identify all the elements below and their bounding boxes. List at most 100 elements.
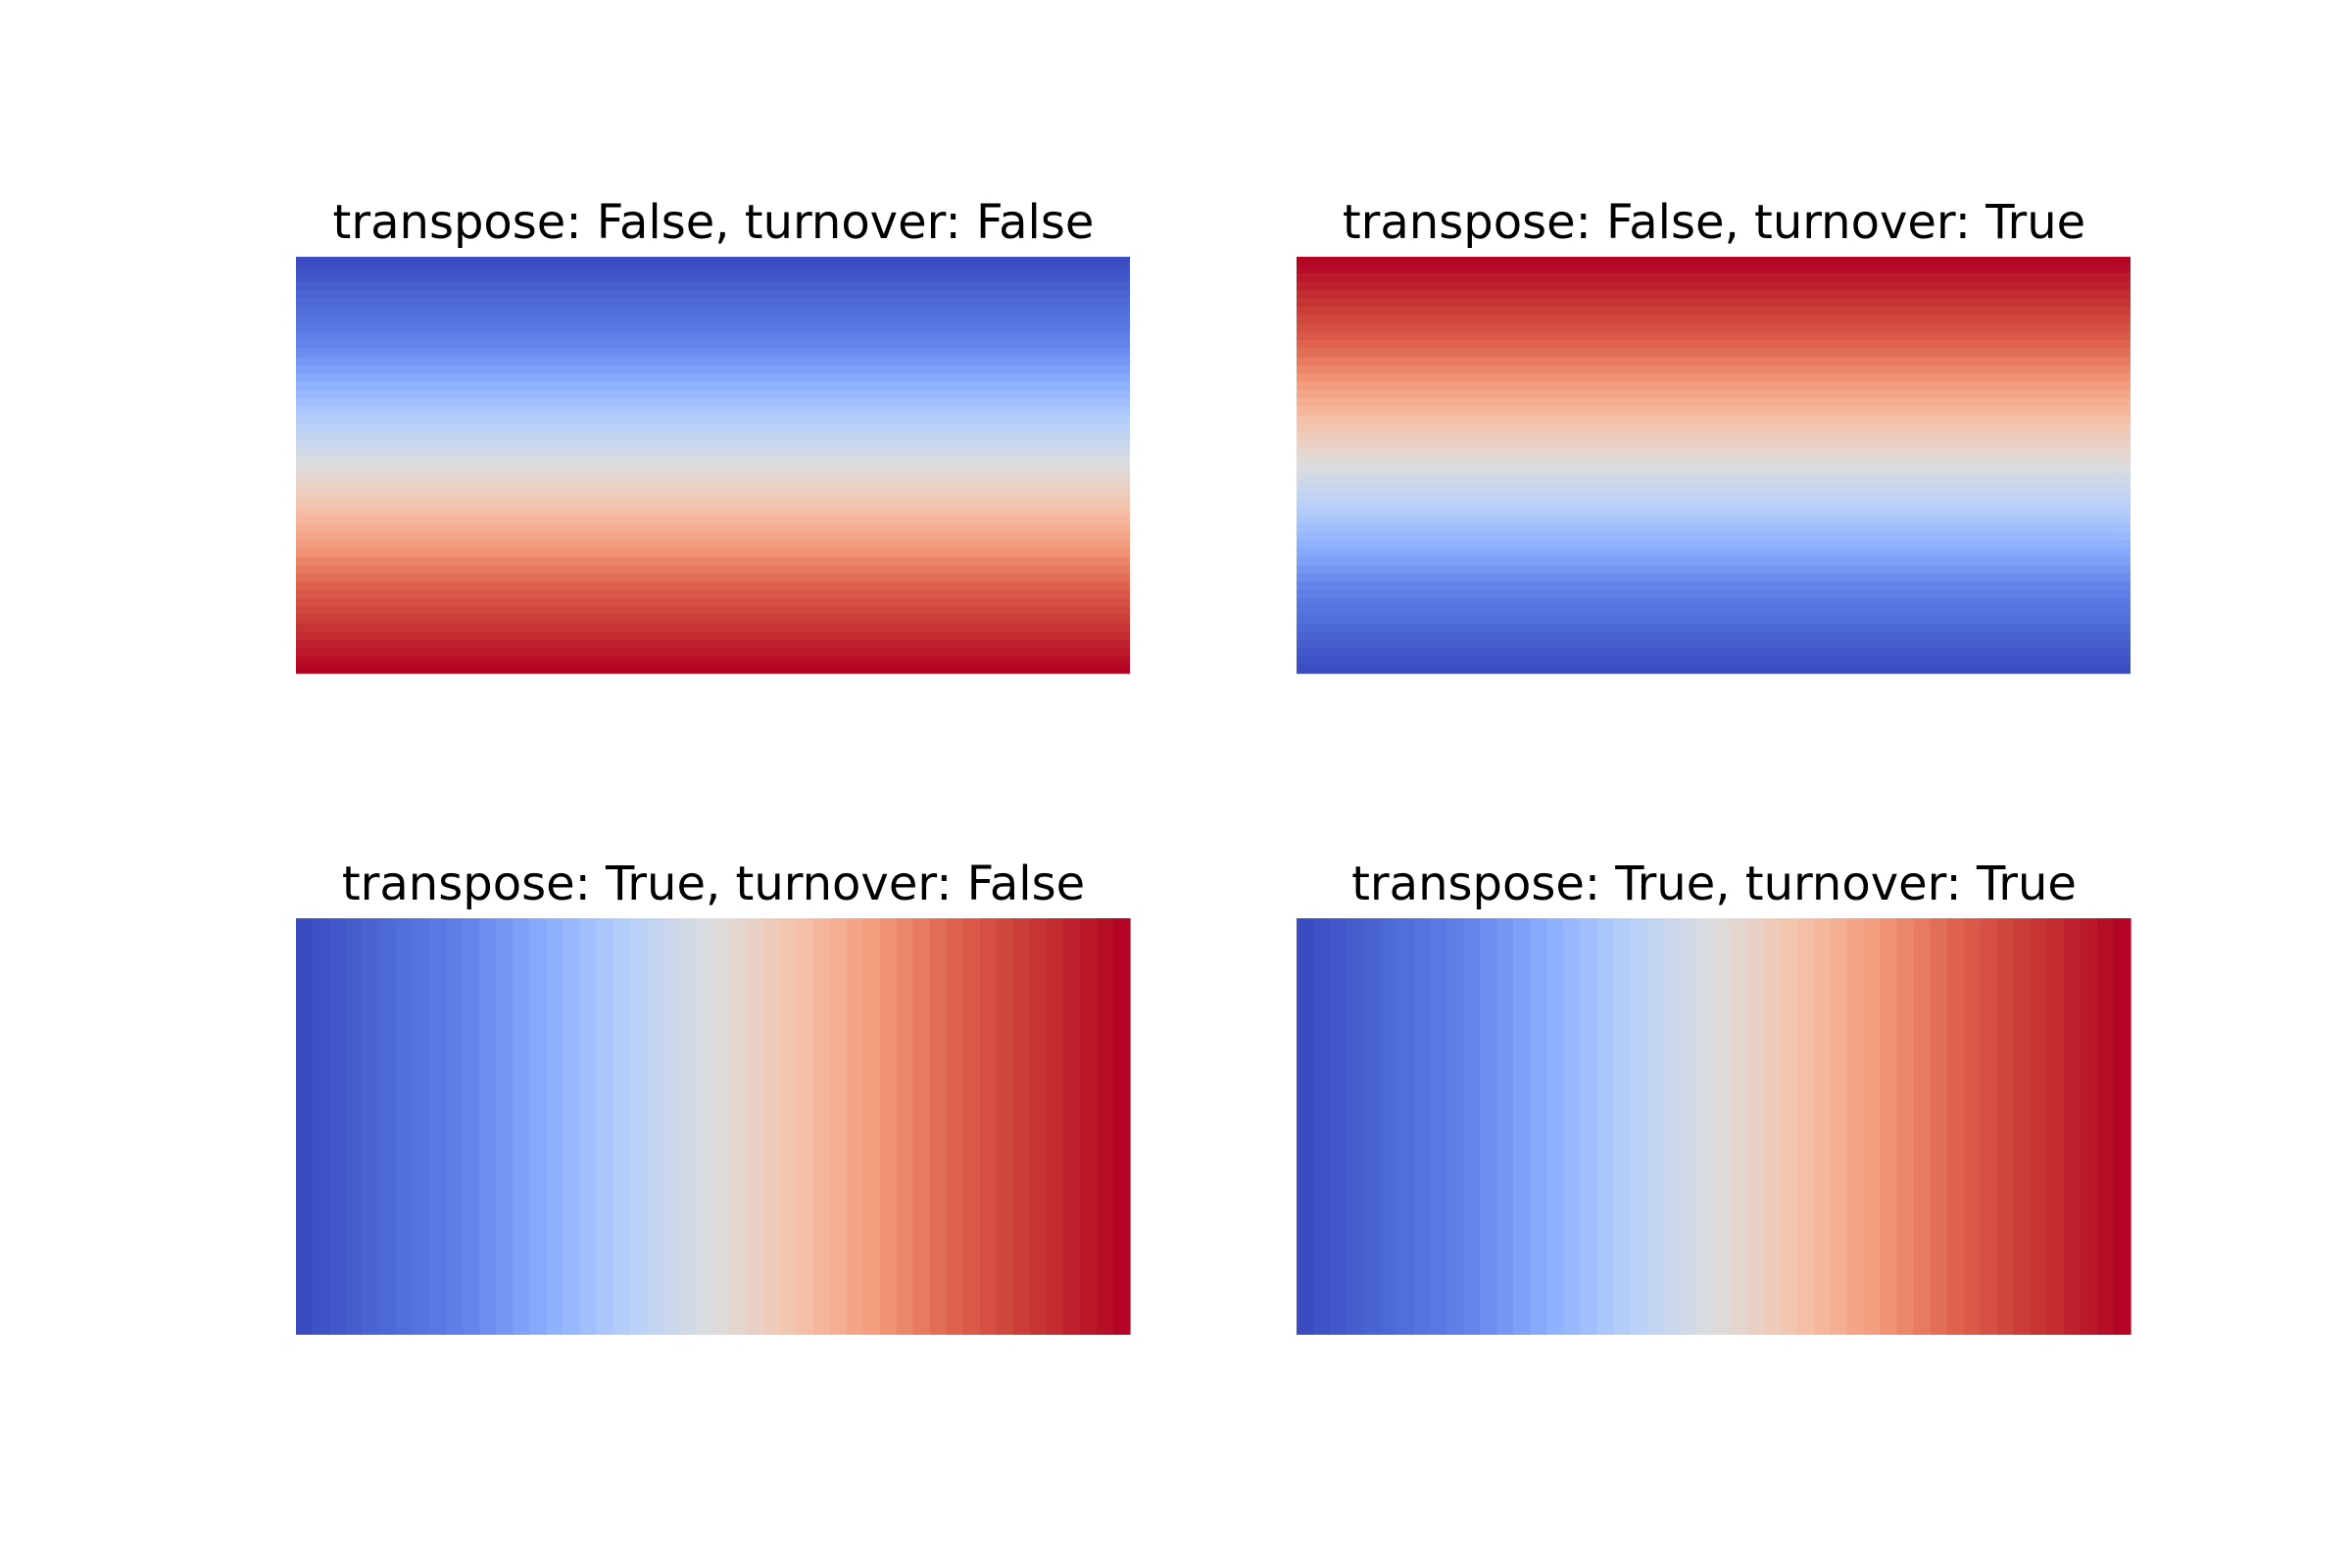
heatmap-2-band-36 bbox=[896, 918, 914, 1335]
heatmap-2-band-49 bbox=[1112, 918, 1131, 1335]
heatmap-0-band-41 bbox=[296, 598, 1130, 608]
heatmap-0-band-34 bbox=[296, 540, 1130, 550]
heatmap-0-band-12 bbox=[296, 357, 1130, 367]
heatmap-0-band-1 bbox=[296, 265, 1130, 274]
panel-title-3: transpose: True, turnover: True bbox=[1351, 857, 2077, 911]
heatmap-1-band-16 bbox=[1297, 390, 2131, 400]
heatmap-2-band-12 bbox=[496, 918, 514, 1335]
heatmap-2-band-8 bbox=[429, 918, 447, 1335]
heatmap-0-band-28 bbox=[296, 490, 1130, 500]
heatmap-1-band-34 bbox=[1297, 540, 2131, 550]
heatmap-1-band-3 bbox=[1297, 281, 2131, 291]
heatmap-2-band-33 bbox=[846, 918, 864, 1335]
heatmap-1-band-36 bbox=[1297, 557, 2131, 566]
heatmap-1-band-29 bbox=[1297, 498, 2131, 508]
heatmap-1-band-6 bbox=[1297, 307, 2131, 317]
heatmap-3-band-10 bbox=[1463, 918, 1481, 1335]
heatmap-3-band-11 bbox=[1480, 918, 1497, 1335]
heatmap-2-band-35 bbox=[879, 918, 898, 1335]
heatmap-3-band-26 bbox=[1730, 918, 1748, 1335]
heatmap-0-band-46 bbox=[296, 640, 1130, 650]
heatmap-1-band-9 bbox=[1297, 331, 2131, 341]
heatmap-3-band-2 bbox=[1330, 918, 1348, 1335]
panel-title-1: transpose: False, turnover: True bbox=[1343, 195, 2085, 250]
heatmap-2-band-32 bbox=[829, 918, 848, 1335]
heatmap-1-band-38 bbox=[1297, 573, 2131, 583]
heatmap-1-band-12 bbox=[1297, 357, 2131, 367]
heatmap-3-band-45 bbox=[2046, 918, 2065, 1335]
panel-title-2: transpose: True, turnover: False bbox=[342, 857, 1085, 911]
heatmap-0-band-26 bbox=[296, 473, 1130, 483]
heatmap-1-band-27 bbox=[1297, 481, 2131, 491]
heatmap-1-band-5 bbox=[1297, 298, 2131, 308]
heatmap-2-band-20 bbox=[629, 918, 648, 1335]
heatmap-3-band-48 bbox=[2096, 918, 2115, 1335]
heatmap-1-band-32 bbox=[1297, 523, 2131, 533]
heatmap-0-band-38 bbox=[296, 573, 1130, 583]
heatmap-2-band-11 bbox=[479, 918, 497, 1335]
heatmap-3-band-30 bbox=[1796, 918, 1815, 1335]
heatmap-0-band-37 bbox=[296, 564, 1130, 574]
heatmap-2-band-17 bbox=[579, 918, 597, 1335]
heatmap-0 bbox=[296, 257, 1130, 674]
heatmap-2-band-48 bbox=[1096, 918, 1114, 1335]
heatmap-2-band-14 bbox=[529, 918, 547, 1335]
heatmap-3-band-9 bbox=[1446, 918, 1464, 1335]
heatmap-2-band-7 bbox=[413, 918, 430, 1335]
heatmap-2-band-46 bbox=[1062, 918, 1081, 1335]
heatmap-3-band-32 bbox=[1830, 918, 1848, 1335]
heatmap-1-band-23 bbox=[1297, 448, 2131, 458]
panel-1: transpose: False, turnover: True bbox=[1297, 195, 2131, 674]
heatmap-0-band-31 bbox=[296, 514, 1130, 524]
heatmap-3-band-46 bbox=[2063, 918, 2082, 1335]
heatmap-1-band-20 bbox=[1297, 423, 2131, 433]
heatmap-3-band-0 bbox=[1297, 918, 1314, 1335]
heatmap-0-band-5 bbox=[296, 298, 1130, 308]
heatmap-2-band-27 bbox=[746, 918, 764, 1335]
heatmap-2-band-19 bbox=[612, 918, 630, 1335]
heatmap-0-band-24 bbox=[296, 457, 1130, 466]
heatmap-1-band-0 bbox=[1297, 257, 2131, 267]
heatmap-2-band-15 bbox=[546, 918, 564, 1335]
heatmap-2-band-16 bbox=[563, 918, 580, 1335]
heatmap-3-band-41 bbox=[1980, 918, 1998, 1335]
heatmap-3-band-38 bbox=[1930, 918, 1948, 1335]
heatmap-3-band-44 bbox=[2030, 918, 2048, 1335]
heatmap-0-band-45 bbox=[296, 631, 1130, 641]
heatmap-0-band-4 bbox=[296, 290, 1130, 300]
heatmap-1-band-11 bbox=[1297, 348, 2131, 358]
heatmap-2-band-44 bbox=[1029, 918, 1048, 1335]
heatmap-1-band-21 bbox=[1297, 431, 2131, 441]
heatmap-3-band-17 bbox=[1580, 918, 1597, 1335]
heatmap-3-band-19 bbox=[1613, 918, 1631, 1335]
heatmap-0-band-20 bbox=[296, 423, 1130, 433]
heatmap-1-band-2 bbox=[1297, 273, 2131, 283]
heatmap-0-band-16 bbox=[296, 390, 1130, 400]
heatmap-1-band-22 bbox=[1297, 440, 2131, 450]
heatmap-3-band-42 bbox=[1996, 918, 2015, 1335]
heatmap-1-band-33 bbox=[1297, 531, 2131, 541]
heatmap-3-band-25 bbox=[1713, 918, 1732, 1335]
heatmap-1-band-25 bbox=[1297, 465, 2131, 474]
heatmap-1-band-24 bbox=[1297, 457, 2131, 466]
heatmap-1-band-46 bbox=[1297, 640, 2131, 650]
heatmap-0-band-44 bbox=[296, 623, 1130, 633]
heatmap-2 bbox=[296, 918, 1131, 1335]
heatmap-1-band-31 bbox=[1297, 514, 2131, 524]
heatmap-1-band-17 bbox=[1297, 398, 2131, 408]
heatmap-0-band-10 bbox=[296, 340, 1130, 350]
heatmap-2-band-6 bbox=[396, 918, 414, 1335]
heatmap-3-band-24 bbox=[1696, 918, 1715, 1335]
heatmap-0-band-32 bbox=[296, 523, 1130, 533]
panel-title-0: transpose: False, turnover: False bbox=[333, 195, 1095, 250]
heatmap-0-band-19 bbox=[296, 415, 1130, 424]
heatmap-1-band-47 bbox=[1297, 648, 2131, 658]
heatmap-2-band-3 bbox=[346, 918, 364, 1335]
heatmap-3-band-21 bbox=[1646, 918, 1665, 1335]
heatmap-2-band-9 bbox=[446, 918, 464, 1335]
heatmap-0-band-30 bbox=[296, 507, 1130, 516]
heatmap-3-band-31 bbox=[1813, 918, 1832, 1335]
heatmap-2-band-25 bbox=[712, 918, 731, 1335]
heatmap-0-band-22 bbox=[296, 440, 1130, 450]
